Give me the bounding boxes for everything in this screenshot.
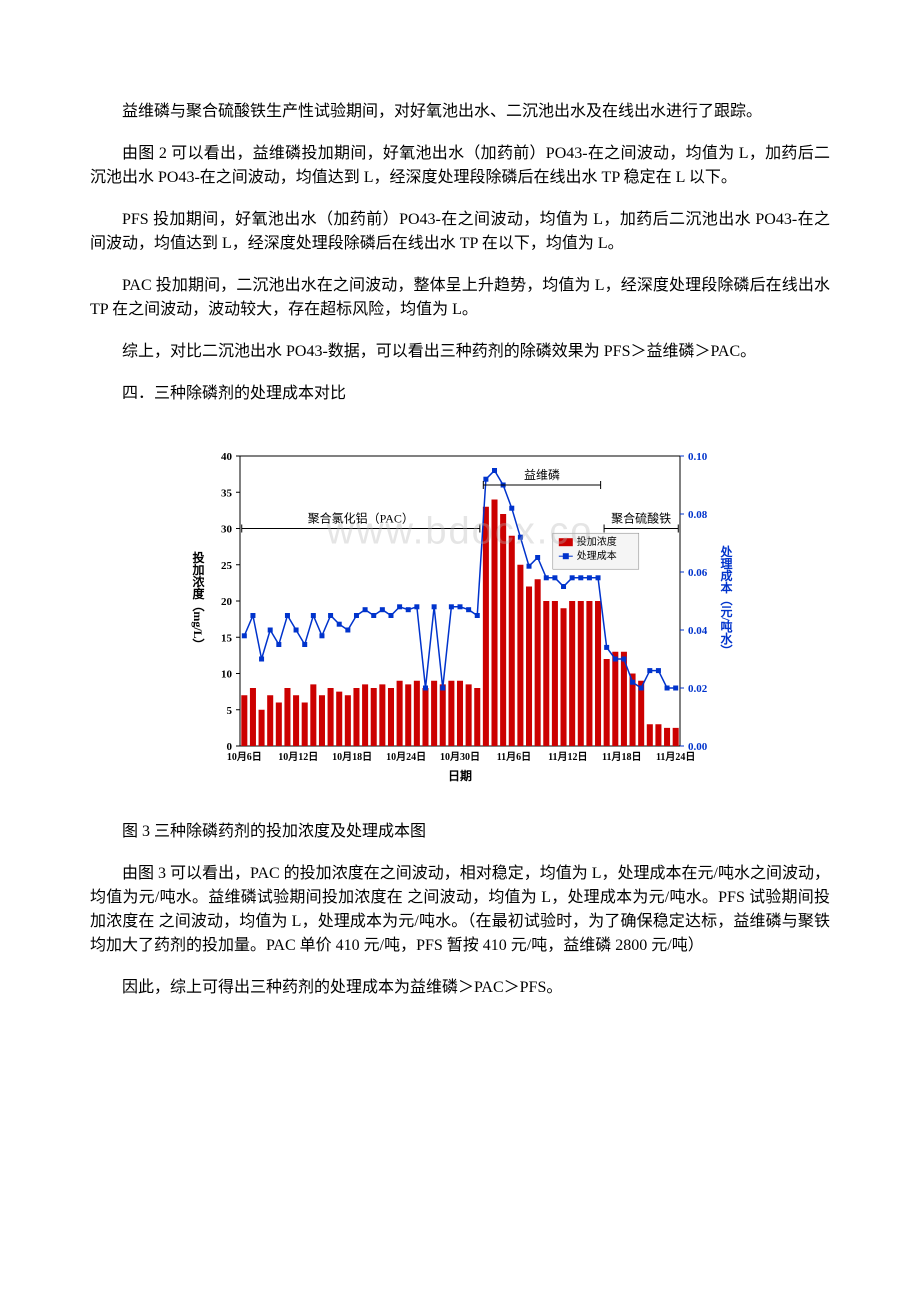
svg-text:40: 40	[221, 451, 233, 463]
svg-text:11月12日: 11月12日	[548, 751, 587, 763]
svg-text:益维磷: 益维磷	[524, 467, 560, 482]
figure-caption: 图 3 三种除磷药剂的投加浓度及处理成本图	[90, 820, 830, 844]
paragraph: PAC 投加期间，二沉池出水在之间波动，整体呈上升趋势，均值为 L，经深度处理段…	[90, 274, 830, 322]
svg-text:10月24日: 10月24日	[386, 751, 426, 763]
svg-text:投加浓度（mg/L）: 投加浓度（mg/L）	[191, 550, 205, 651]
paragraph: 因此，综上可得出三种药剂的处理成本为益维磷＞PAC＞PFS。	[90, 976, 830, 1000]
svg-text:10月30日: 10月30日	[440, 751, 480, 763]
svg-text:11月6日: 11月6日	[497, 751, 531, 763]
svg-text:0.10: 0.10	[688, 451, 708, 463]
paragraph: 综上，对比二沉池出水 PO43-数据，可以看出三种药剂的除磷效果为 PFS＞益维…	[90, 340, 830, 364]
svg-text:聚合氯化铝（PAC）: 聚合氯化铝（PAC）	[308, 511, 414, 526]
svg-text:0.06: 0.06	[688, 567, 708, 579]
paragraph: 益维磷与聚合硫酸铁生产性试验期间，对好氧池出水、二沉池出水及在线出水进行了跟踪。	[90, 100, 830, 124]
svg-text:日期: 日期	[448, 768, 472, 783]
svg-text:20: 20	[221, 596, 233, 608]
svg-text:10: 10	[221, 669, 233, 681]
svg-text:10月6日: 10月6日	[227, 751, 262, 763]
chart-container: www.bdocx.co 0510152025303540投加浓度（mg/L）0…	[180, 426, 740, 806]
svg-text:15: 15	[221, 632, 233, 644]
svg-text:0.08: 0.08	[688, 509, 708, 521]
paragraph: 由图 3 可以看出，PAC 的投加浓度在之间波动，相对稳定，均值为 L，处理成本…	[90, 862, 830, 958]
svg-text:10月12日: 10月12日	[278, 751, 318, 763]
svg-text:35: 35	[221, 487, 233, 499]
svg-text:5: 5	[227, 705, 233, 717]
svg-text:30: 30	[221, 524, 233, 536]
svg-text:处理成本: 处理成本	[577, 549, 617, 562]
svg-text:处理成本（元/吨水）: 处理成本（元/吨水）	[719, 544, 733, 657]
paragraph: PFS 投加期间，好氧池出水（加药前）PO43-在之间波动，均值为 L，加药后二…	[90, 208, 830, 256]
svg-text:聚合硫酸铁: 聚合硫酸铁	[611, 511, 671, 526]
bar-line-chart: 0510152025303540投加浓度（mg/L）0.000.020.040.…	[180, 426, 740, 806]
svg-text:10月18日: 10月18日	[332, 751, 372, 763]
section-heading: 四．三种除磷剂的处理成本对比	[90, 382, 830, 406]
svg-text:投加浓度: 投加浓度	[577, 535, 617, 548]
svg-text:11月18日: 11月18日	[602, 751, 641, 763]
svg-text:0.04: 0.04	[688, 625, 708, 637]
svg-text:0.02: 0.02	[688, 683, 708, 695]
paragraph: 由图 2 可以看出，益维磷投加期间，好氧池出水（加药前）PO43-在之间波动，均…	[90, 142, 830, 190]
svg-text:11月24日: 11月24日	[656, 751, 695, 763]
svg-text:25: 25	[221, 560, 233, 572]
